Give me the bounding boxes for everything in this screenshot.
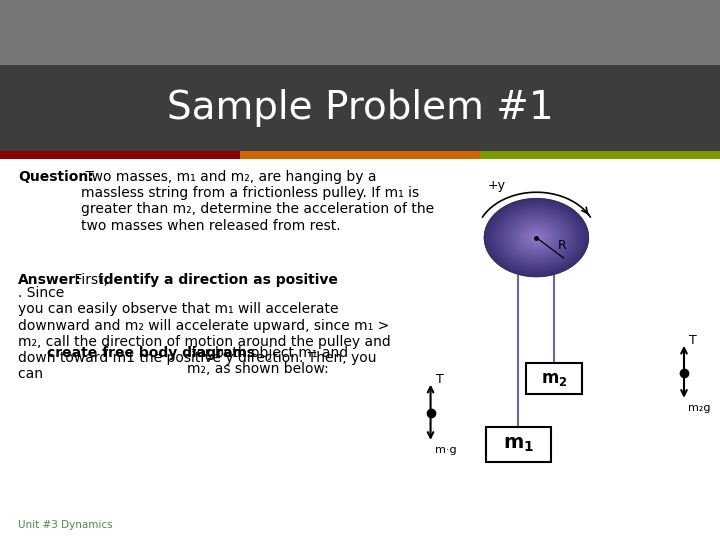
Text: T: T (436, 373, 444, 386)
FancyBboxPatch shape (0, 151, 240, 159)
Circle shape (536, 237, 537, 238)
Text: identify a direction as positive: identify a direction as positive (99, 273, 338, 287)
Text: m₂g: m₂g (688, 403, 710, 413)
Text: +y: +y (488, 179, 505, 192)
FancyBboxPatch shape (0, 0, 720, 68)
Circle shape (531, 233, 542, 242)
Circle shape (523, 228, 549, 247)
Circle shape (509, 217, 564, 258)
Text: T: T (689, 334, 697, 347)
Text: Two masses, m₁ and m₂, are hanging by a
massless string from a frictionless pull: Two masses, m₁ and m₂, are hanging by a … (81, 170, 434, 233)
Circle shape (498, 209, 575, 266)
Text: Unit #3 Dynamics: Unit #3 Dynamics (18, 520, 112, 530)
Circle shape (496, 207, 577, 268)
Text: $\mathbf{m_2}$: $\mathbf{m_2}$ (541, 369, 567, 388)
Circle shape (492, 205, 580, 271)
FancyBboxPatch shape (0, 65, 720, 151)
Circle shape (513, 220, 560, 255)
Circle shape (520, 225, 553, 250)
Circle shape (507, 215, 566, 260)
FancyBboxPatch shape (240, 151, 480, 159)
Circle shape (491, 204, 582, 272)
Text: Sample Problem #1: Sample Problem #1 (166, 89, 554, 127)
Text: Answer:: Answer: (18, 273, 81, 287)
Circle shape (514, 221, 559, 254)
Text: R: R (558, 239, 567, 252)
Bar (486, 427, 551, 462)
Circle shape (500, 210, 573, 265)
Circle shape (528, 232, 544, 244)
Circle shape (487, 201, 585, 274)
Circle shape (484, 198, 589, 277)
FancyBboxPatch shape (480, 151, 720, 159)
Circle shape (525, 229, 548, 246)
Circle shape (485, 199, 588, 276)
Circle shape (532, 234, 541, 241)
Circle shape (495, 206, 578, 269)
Text: m·g: m·g (435, 445, 456, 455)
Circle shape (502, 212, 571, 264)
Text: create free body diagrams: create free body diagrams (47, 346, 255, 360)
Circle shape (505, 214, 567, 261)
Circle shape (527, 231, 546, 245)
Circle shape (518, 224, 555, 252)
Circle shape (503, 213, 570, 262)
Text: $\mathbf{m_1}$: $\mathbf{m_1}$ (503, 435, 534, 454)
Circle shape (510, 218, 562, 257)
Circle shape (489, 202, 584, 273)
Text: for both object m₁ and
m₂, as shown below:: for both object m₁ and m₂, as shown belo… (187, 346, 348, 376)
Circle shape (534, 236, 539, 239)
Bar (526, 363, 582, 394)
Text: First,: First, (70, 273, 112, 287)
Circle shape (516, 222, 557, 253)
Text: Question:: Question: (18, 170, 94, 184)
Text: . Since
you can easily observe that m₁ will accelerate
downward and m₂ will acce: . Since you can easily observe that m₁ w… (18, 286, 391, 381)
Circle shape (521, 226, 552, 249)
